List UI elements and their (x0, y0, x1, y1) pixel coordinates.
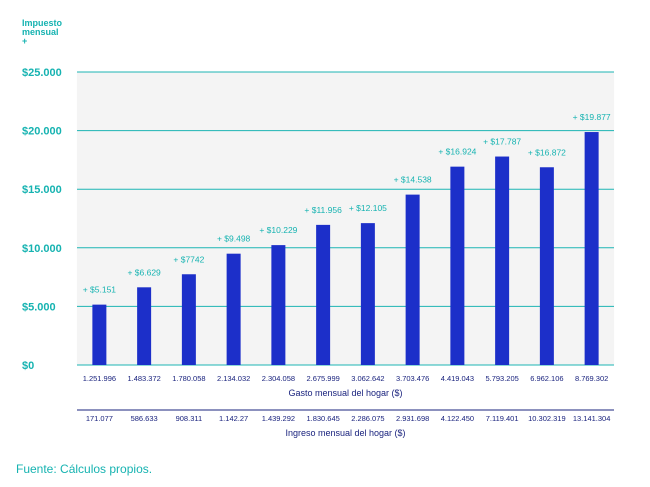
data-label: + $5.151 (83, 285, 117, 295)
x2-tick-label: 908.311 (176, 414, 203, 423)
x2-axis-title: Ingreso mensual del hogar ($) (285, 428, 405, 438)
data-label: + $6.629 (127, 267, 161, 277)
x2-tick-label: 171.077 (86, 414, 113, 423)
x-tick-label: 1.483.372 (127, 374, 160, 383)
data-label: + $9.498 (217, 234, 251, 244)
y-tick-label: $0 (22, 360, 34, 372)
data-label: + $17.787 (483, 137, 521, 147)
bar (137, 287, 152, 365)
data-label: + $16.924 (438, 147, 476, 157)
x-tick-label: 1.780.058 (172, 374, 205, 383)
y-axis-title: mensual (22, 27, 59, 37)
x-tick-label: 3.062.642 (351, 374, 384, 383)
x2-tick-label: 1.142.27 (219, 414, 248, 423)
bar (360, 223, 375, 365)
bar (181, 274, 196, 365)
bar (405, 194, 420, 365)
data-label: + $19.877 (573, 112, 611, 122)
y-tick-label: $20.000 (22, 126, 62, 138)
x-tick-label: 1.251.996 (83, 374, 116, 383)
x-tick-label: 6.962.106 (530, 374, 563, 383)
x2-tick-label: 1.830.645 (306, 414, 339, 423)
x2-tick-label: 2.286.075 (351, 414, 384, 423)
data-label: + $11.956 (304, 205, 342, 215)
bar (92, 304, 107, 365)
data-label: + $14.538 (394, 175, 432, 185)
x-axis-title: Gasto mensual del hogar ($) (288, 388, 402, 398)
bar (316, 224, 331, 365)
x-tick-label: 4.419.043 (441, 374, 474, 383)
x-tick-label: 2.304.058 (262, 374, 295, 383)
data-label: + $10.229 (259, 225, 297, 235)
x-tick-label: 8.769.302 (575, 374, 608, 383)
x-tick-label: 2.675.999 (306, 374, 339, 383)
data-label: + $7742 (173, 254, 204, 264)
y-tick-label: $15.000 (22, 184, 62, 196)
data-label: + $12.105 (349, 203, 387, 213)
bar (584, 132, 599, 365)
source-note: Fuente: Cálculos propios. (16, 462, 153, 476)
x-tick-label: 5.793.205 (485, 374, 518, 383)
bar (226, 253, 241, 365)
bar (271, 245, 286, 365)
bar (539, 167, 554, 365)
x2-tick-label: 2.931.698 (396, 414, 429, 423)
x-tick-label: 2.134.032 (217, 374, 250, 383)
x-tick-label: 3.703.476 (396, 374, 429, 383)
y-tick-label: $5.000 (22, 301, 56, 313)
bar (495, 156, 510, 365)
x2-tick-label: 586.633 (131, 414, 158, 423)
y-axis-title: + (22, 36, 27, 46)
y-tick-label: $10.000 (22, 243, 62, 255)
y-axis-title: Impuesto (22, 18, 63, 28)
x2-tick-label: 13.141.304 (573, 414, 611, 423)
bar (450, 166, 465, 365)
x2-tick-label: 7.119.401 (486, 414, 519, 423)
data-label: + $16.872 (528, 147, 566, 157)
x2-tick-label: 10.302.319 (528, 414, 566, 423)
x2-tick-label: 1.439.292 (262, 414, 295, 423)
y-tick-label: $25.000 (22, 67, 62, 79)
x2-tick-label: 4.122.450 (441, 414, 474, 423)
